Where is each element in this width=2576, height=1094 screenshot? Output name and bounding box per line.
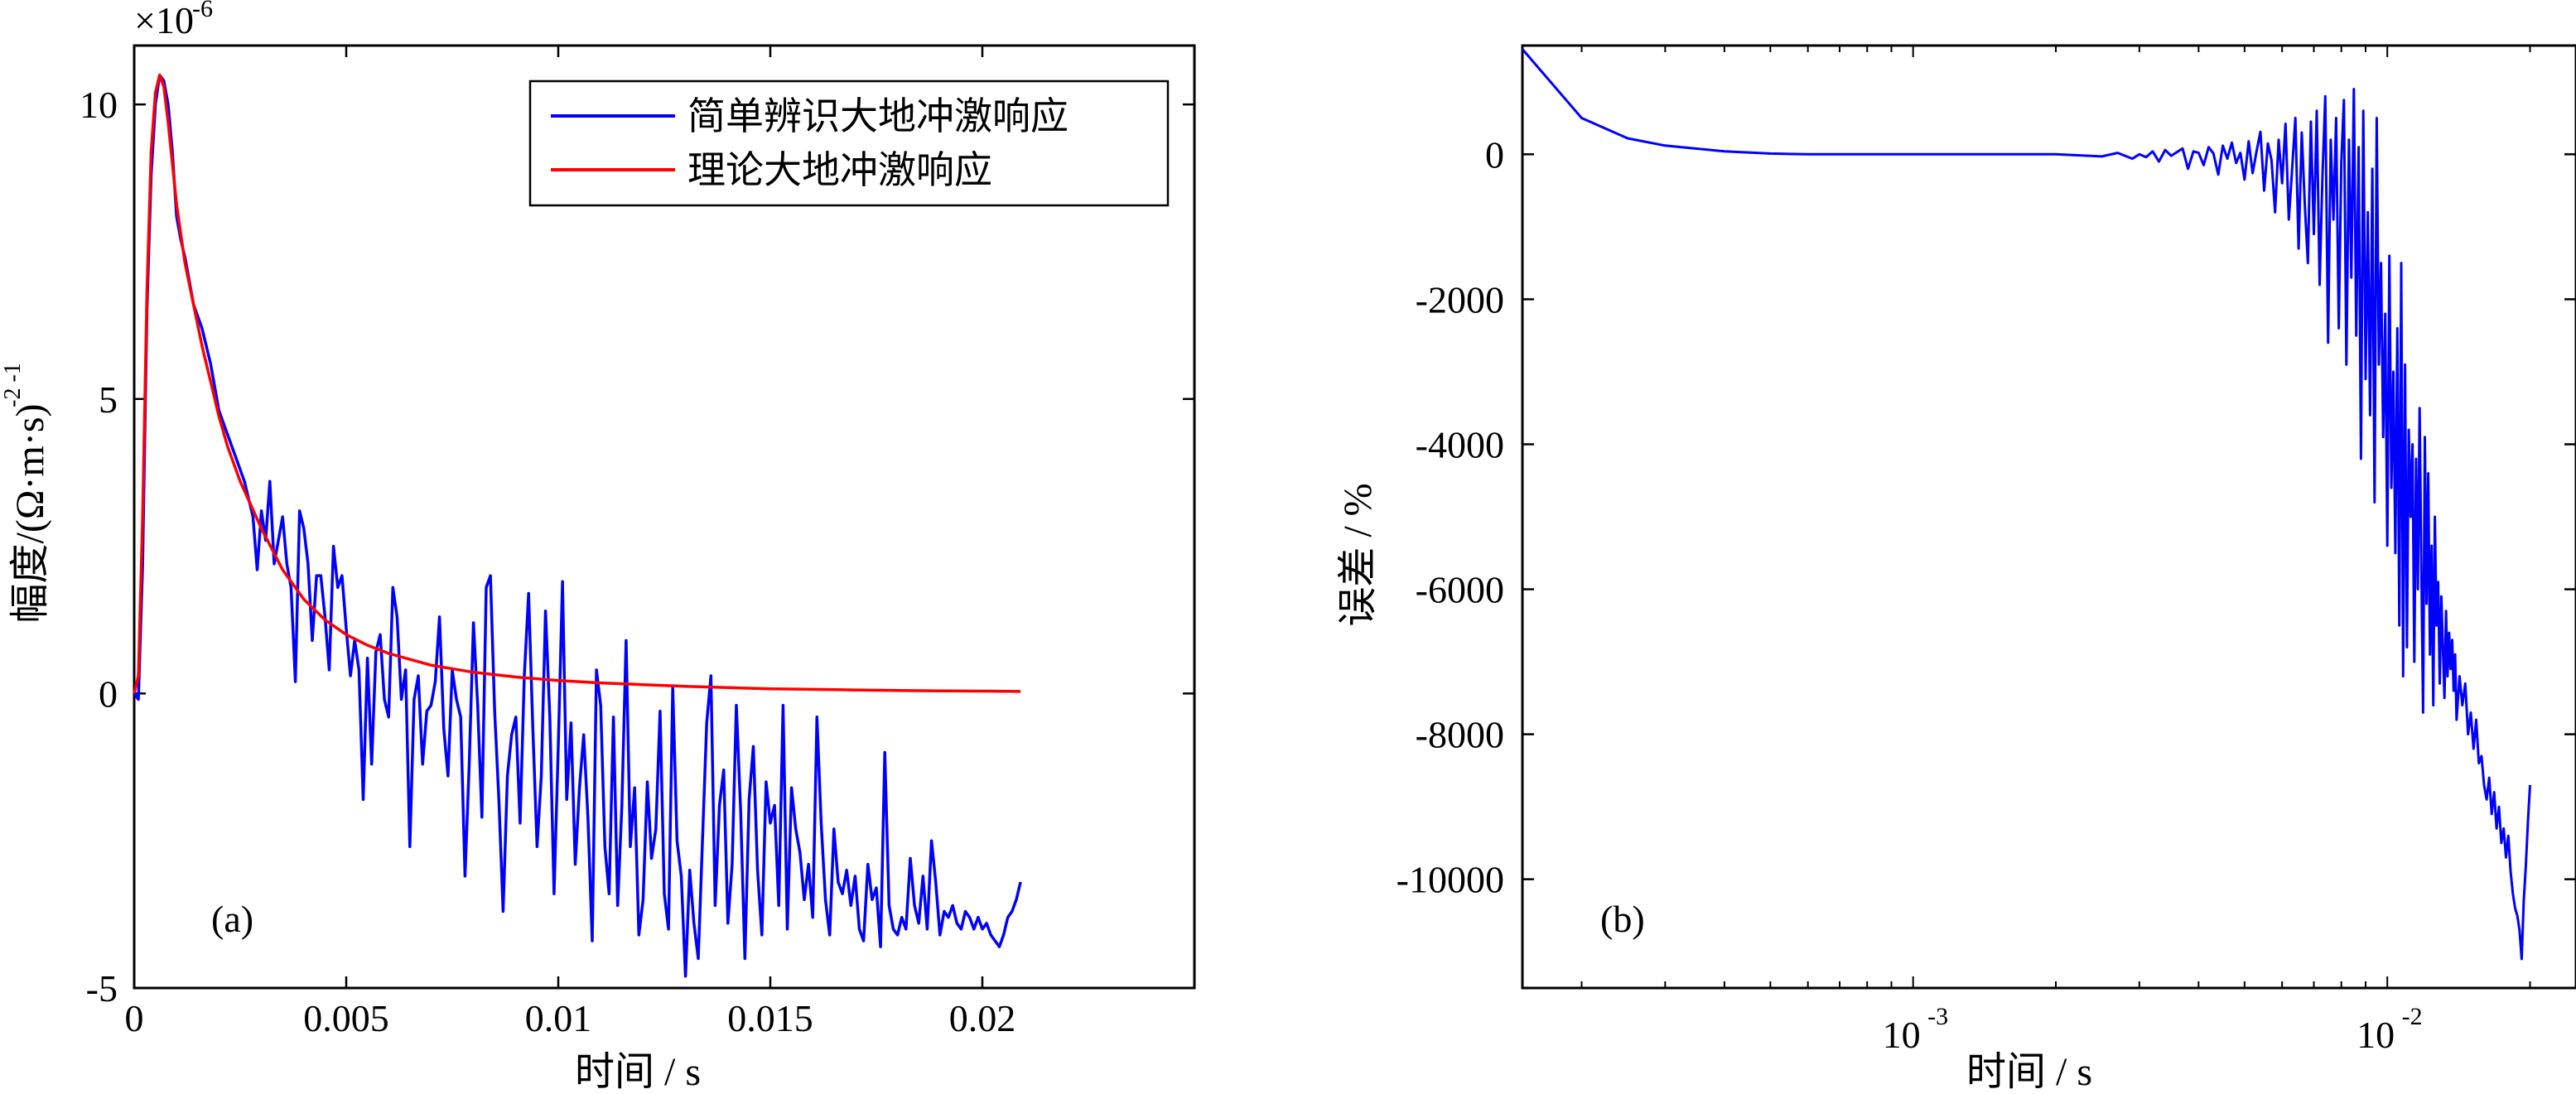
panel-a-tag: (a) bbox=[211, 898, 253, 940]
panel-a-y-multiplier: ×10 bbox=[134, 0, 194, 41]
panel-b-tag: (b) bbox=[1600, 898, 1645, 940]
y-tick-label: -6000 bbox=[1416, 569, 1504, 611]
legend-label-series-1: 简单辨识大地冲激响应 bbox=[687, 95, 1069, 137]
series-line-1 bbox=[1521, 48, 2531, 961]
legend-label-series-2: 理论大地冲激响应 bbox=[687, 149, 992, 191]
x-tick-label: 0.015 bbox=[727, 997, 813, 1039]
y-tick-label: 10 bbox=[80, 84, 118, 126]
y-tick-label: -2000 bbox=[1416, 278, 1504, 320]
panel-a-y-label-superscript: -2 -1 bbox=[0, 363, 26, 407]
x-tick-label: 10 bbox=[1883, 1014, 1921, 1056]
series-line-2 bbox=[133, 73, 1021, 694]
panel-a-y-label: 幅度/(Ω·m·s) bbox=[8, 404, 52, 624]
panel-a-x-ticks: 0 0.005 0.01 0.015 0.02 bbox=[125, 46, 1016, 1039]
legend-box bbox=[528, 80, 1170, 207]
panel-b-y-label: 误差 / % bbox=[1336, 483, 1380, 626]
panel-a-legend: 简单辨识大地冲激响应 理论大地冲激响应 bbox=[528, 80, 1170, 207]
y-tick-label: -10000 bbox=[1397, 859, 1504, 901]
x-tick-label: 10 bbox=[2357, 1014, 2395, 1056]
y-tick-label: -8000 bbox=[1416, 714, 1504, 756]
panel-a-x-label: 时间 / s bbox=[575, 1050, 701, 1094]
y-tick-label: 0 bbox=[99, 672, 118, 715]
x-tick-label: 0 bbox=[125, 997, 144, 1039]
panel-a-series-lines bbox=[133, 73, 1022, 978]
x-tick-label: 0.005 bbox=[303, 997, 389, 1039]
y-tick-label: 0 bbox=[1485, 133, 1504, 176]
series-line-1 bbox=[133, 73, 1022, 978]
panel-a-y-multiplier-exponent: -6 bbox=[192, 0, 213, 22]
x-tick-label: 0.02 bbox=[949, 997, 1016, 1039]
y-tick-label: 5 bbox=[99, 378, 118, 421]
y-tick-label: -4000 bbox=[1416, 423, 1504, 465]
x-tick-exponent: -3 bbox=[1927, 1003, 1948, 1030]
x-tick-exponent: -2 bbox=[2402, 1003, 2423, 1030]
panel-b-y-ticks: 0 -2000 -4000 -6000 -8000 -10000 bbox=[1397, 133, 2576, 901]
panel-b-x-ticks: 10 -3 10 -2 bbox=[1580, 46, 2531, 1056]
panel-a-y-ticks: -5 0 5 10 bbox=[80, 84, 1194, 1010]
y-tick-label: -5 bbox=[86, 967, 118, 1010]
panel-b-series-lines bbox=[1521, 48, 2531, 961]
panel-b: 10 -3 10 -2 0-2000-4000-6000-8000-10000 时间 … bbox=[1336, 44, 2576, 1094]
x-tick-label: 0.01 bbox=[525, 997, 592, 1039]
panel-b-x-label: 时间 / s bbox=[1966, 1050, 2092, 1094]
